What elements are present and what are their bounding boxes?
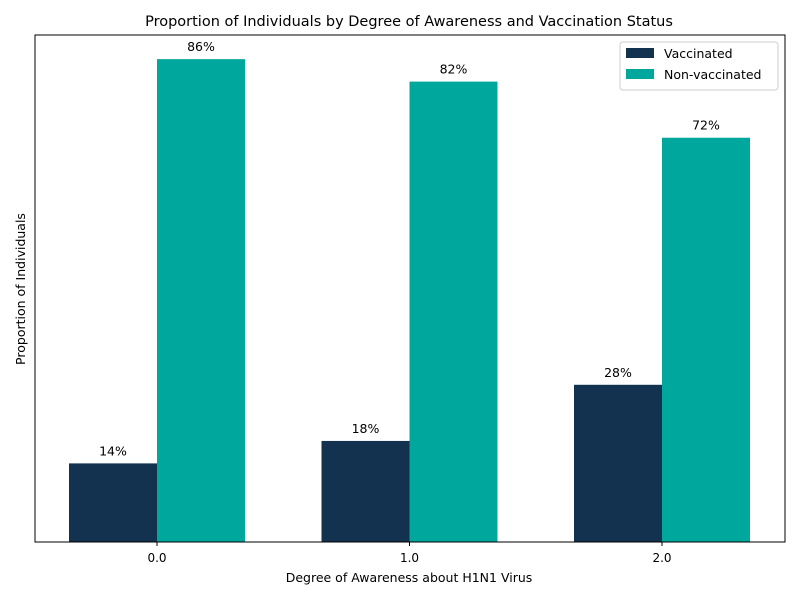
x-tick-label: 0.0 xyxy=(147,551,166,565)
x-tick-label: 2.0 xyxy=(652,551,671,565)
legend-label-non-vaccinated: Non-vaccinated xyxy=(664,67,761,82)
chart-title: Proportion of Individuals by Degree of A… xyxy=(145,14,673,30)
data-label-vaccinated-1: 18% xyxy=(352,421,380,436)
bar-non-vaccinated-2 xyxy=(662,137,750,543)
bar-vaccinated-0 xyxy=(69,463,157,542)
bar-vaccinated-2 xyxy=(574,384,662,542)
data-label-vaccinated-2: 28% xyxy=(604,365,632,380)
legend-swatch-vaccinated xyxy=(626,48,654,58)
data-label-vaccinated-0: 14% xyxy=(99,443,127,458)
data-label-non-vaccinated-2: 72% xyxy=(692,118,720,133)
data-label-non-vaccinated-0: 86% xyxy=(187,39,215,54)
data-label-non-vaccinated-1: 82% xyxy=(440,62,468,77)
legend-box xyxy=(619,41,779,91)
legend-swatch-non-vaccinated xyxy=(626,69,654,79)
bar-non-vaccinated-0 xyxy=(157,59,245,543)
y-axis-label: Proportion of Individuals xyxy=(13,213,28,365)
x-axis-ticks: 0.0 1.0 2.0 xyxy=(147,542,672,565)
legend-label-vaccinated: Vaccinated xyxy=(664,46,733,61)
bar-vaccinated-1 xyxy=(321,440,410,542)
plot-area: 14% 18% 28% 86% 82% 72% xyxy=(69,39,750,543)
x-tick-label: 1.0 xyxy=(400,551,419,565)
legend: Vaccinated Non-vaccinated xyxy=(619,41,779,91)
x-axis-label: Degree of Awareness about H1N1 Virus xyxy=(286,570,533,585)
bar-non-vaccinated-1 xyxy=(409,81,498,543)
